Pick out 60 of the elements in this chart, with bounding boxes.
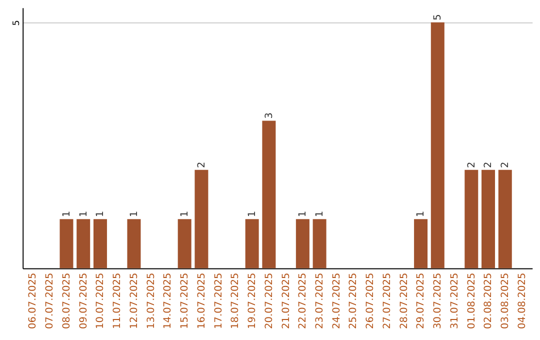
x-tick-label: 25.07.2025: [348, 272, 360, 330]
data-label: 1: [314, 210, 326, 218]
x-tick-label: 10.07.2025: [95, 272, 106, 330]
x-tick-label: 13.07.2025: [146, 272, 157, 330]
x-tick-label: 12.07.2025: [128, 272, 140, 330]
data-label: 1: [298, 210, 309, 218]
bar: [464, 170, 478, 268]
x-tick-label: 07.07.2025: [44, 272, 56, 330]
data-label: 1: [78, 210, 90, 218]
x-tick-label: 04.08.2025: [516, 272, 528, 330]
bar: [178, 219, 192, 268]
x-tick-label: 02.08.2025: [483, 272, 494, 330]
bar: [312, 219, 326, 268]
data-label: 1: [95, 210, 106, 218]
data-label: 1: [128, 210, 140, 218]
x-tick-label: 09.07.2025: [78, 272, 90, 330]
bar: [414, 219, 428, 268]
x-tick-label: 28.07.2025: [398, 272, 410, 330]
data-label: 1: [247, 210, 258, 218]
x-tick-label: 14.07.2025: [162, 272, 174, 330]
x-tick-label: 23.07.2025: [314, 272, 326, 330]
data-label: 1: [180, 210, 191, 218]
bar: [498, 170, 512, 268]
x-tick-label: 24.07.2025: [331, 272, 342, 330]
x-tick-label: 31.07.2025: [449, 272, 460, 330]
x-tick-label: 08.07.2025: [61, 272, 72, 330]
bar: [430, 22, 444, 268]
data-label: 3: [264, 112, 275, 119]
x-tick-label: 01.08.2025: [466, 272, 478, 330]
data-label: 1: [416, 210, 427, 218]
bar: [93, 219, 107, 268]
x-tick-label: 30.07.2025: [432, 272, 444, 330]
x-tick-label: 21.07.2025: [280, 272, 292, 330]
bar: [482, 170, 496, 268]
x-tick-label: 17.07.2025: [213, 272, 224, 330]
x-tick-label: 03.08.2025: [500, 272, 512, 330]
bar: [76, 219, 90, 268]
bar: [60, 219, 74, 268]
data-label: 2: [466, 162, 478, 168]
x-tick-label: 15.07.2025: [180, 272, 191, 330]
x-tick-label: 29.07.2025: [416, 272, 427, 330]
x-tick-label: 27.07.2025: [382, 272, 393, 330]
data-label: 2: [196, 162, 208, 168]
data-label: 2: [483, 162, 494, 168]
x-tick-label: 11.07.2025: [112, 272, 124, 330]
x-tick-label: 16.07.2025: [196, 272, 208, 330]
data-label: 1: [61, 210, 72, 218]
bar: [245, 219, 259, 268]
x-tick-label: 06.07.2025: [28, 272, 39, 330]
bar: [262, 120, 276, 268]
x-tick-label: 22.07.2025: [298, 272, 309, 330]
x-tick-label: 20.07.2025: [264, 272, 275, 330]
data-label: 2: [500, 162, 512, 168]
bar: [296, 219, 310, 268]
bar: [127, 219, 141, 268]
bar: [194, 170, 208, 268]
data-label: 5: [432, 14, 444, 20]
x-tick-label: 18.07.2025: [230, 272, 242, 330]
x-tick-label: 26.07.2025: [365, 272, 376, 330]
x-tick-label: 19.07.2025: [247, 272, 258, 330]
